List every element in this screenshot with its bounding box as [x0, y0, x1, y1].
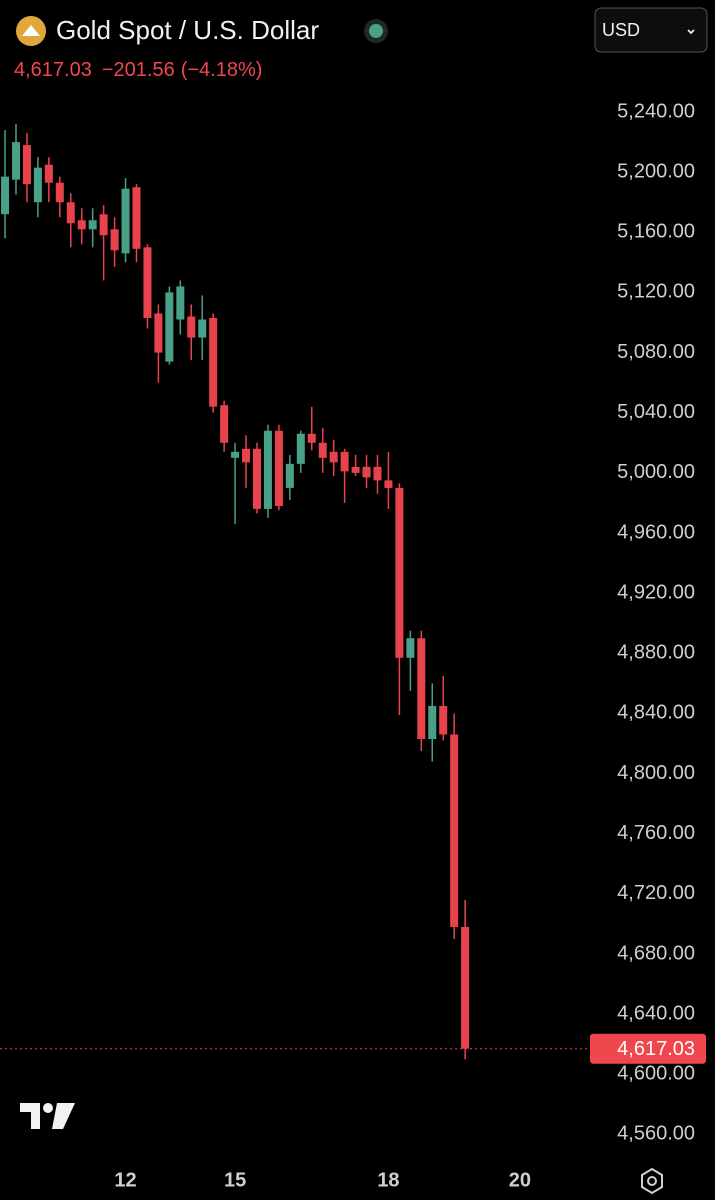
candle-body	[33, 167, 42, 203]
y-tick-label: 4,960.00	[617, 521, 695, 543]
candle-body	[362, 466, 371, 478]
candle-body	[406, 638, 415, 658]
candle-body	[198, 319, 207, 338]
y-tick-label: 4,680.00	[617, 942, 695, 964]
candle-body	[88, 220, 97, 230]
plot	[0, 124, 590, 1060]
candle-body	[209, 318, 218, 407]
currency-select[interactable]: USD	[594, 7, 708, 53]
symbol-logo-mark	[22, 25, 40, 36]
price-change: −201.56	[102, 59, 175, 81]
currency-box[interactable]	[594, 7, 708, 53]
candle-body	[373, 466, 382, 481]
candle-body	[274, 430, 283, 506]
x-tick-label: 18	[377, 1169, 399, 1191]
candle-body	[307, 433, 316, 443]
last-price-tag	[590, 1033, 706, 1064]
candle-body	[296, 433, 305, 464]
candle-body	[143, 247, 152, 319]
y-tick-label: 4,840.00	[617, 702, 695, 724]
candle-body	[461, 926, 470, 1049]
last-price-tag-label: 4,617.03	[617, 1038, 695, 1060]
candle-body	[231, 451, 240, 458]
settings-button[interactable]	[641, 1167, 663, 1195]
y-tick-label: 5,080.00	[617, 341, 695, 363]
candle-body	[1, 176, 10, 215]
y-tick-label: 5,160.00	[617, 221, 695, 243]
candle-body	[252, 448, 261, 509]
candle-body	[263, 430, 272, 509]
candle-body	[340, 451, 349, 472]
candle-body	[66, 202, 75, 224]
y-tick-label: 4,760.00	[617, 822, 695, 844]
brand-logo	[20, 1103, 75, 1129]
candle-body	[99, 214, 108, 236]
settings-icon-center[interactable]	[647, 1176, 657, 1186]
y-tick-label: 5,120.00	[617, 281, 695, 303]
x-tick-label: 12	[114, 1169, 136, 1191]
y-tick-label: 5,200.00	[617, 160, 695, 182]
price-line: 4,617.03 −201.56 (−4.18%)	[14, 59, 262, 81]
candle-body	[55, 182, 64, 203]
x-tick-label: 20	[509, 1169, 531, 1191]
y-tick-label: 4,920.00	[617, 581, 695, 603]
currency-label[interactable]: USD	[602, 20, 640, 40]
candle-body	[44, 164, 53, 183]
candle-body	[417, 638, 426, 740]
status-dot	[369, 24, 383, 38]
y-tick-label: 4,640.00	[617, 1002, 695, 1024]
candle-body	[450, 734, 459, 927]
y-tick-label: 5,040.00	[617, 401, 695, 423]
y-tick-label: 4,720.00	[617, 882, 695, 904]
last-price: 4,617.03	[14, 59, 92, 81]
price-change-percent: (−4.18%)	[181, 59, 263, 81]
candle-body	[318, 442, 327, 458]
candle-body	[329, 451, 338, 463]
candle-body	[22, 145, 31, 185]
y-tick-label: 4,600.00	[617, 1063, 695, 1085]
candle-body	[11, 142, 20, 180]
y-tick-label: 4,800.00	[617, 762, 695, 784]
candle-body	[154, 313, 163, 353]
candle-body	[176, 286, 185, 320]
candle-body	[110, 229, 119, 251]
y-tick-label: 5,000.00	[617, 461, 695, 483]
candle-body	[384, 480, 393, 488]
candle-body	[351, 466, 360, 473]
candle-body	[165, 292, 174, 362]
candle-body	[395, 487, 404, 658]
candle-body	[187, 316, 196, 338]
y-tick-label: 4,560.00	[617, 1123, 695, 1145]
candle-body	[132, 187, 141, 249]
chart-title: Gold Spot / U.S. Dollar	[56, 15, 319, 45]
candle-body	[285, 463, 294, 488]
candle-body	[428, 705, 437, 740]
candle-body	[220, 405, 229, 443]
x-tick-label: 15	[224, 1169, 246, 1191]
candle-body	[439, 705, 448, 735]
dropdown-chevron	[687, 29, 695, 35]
candle-body	[77, 220, 86, 230]
y-tick-label: 5,240.00	[617, 100, 695, 122]
y-tick-label: 4,880.00	[617, 642, 695, 664]
settings-icon[interactable]	[641, 1167, 663, 1195]
candle-body	[242, 448, 251, 463]
candle-body	[121, 188, 130, 254]
